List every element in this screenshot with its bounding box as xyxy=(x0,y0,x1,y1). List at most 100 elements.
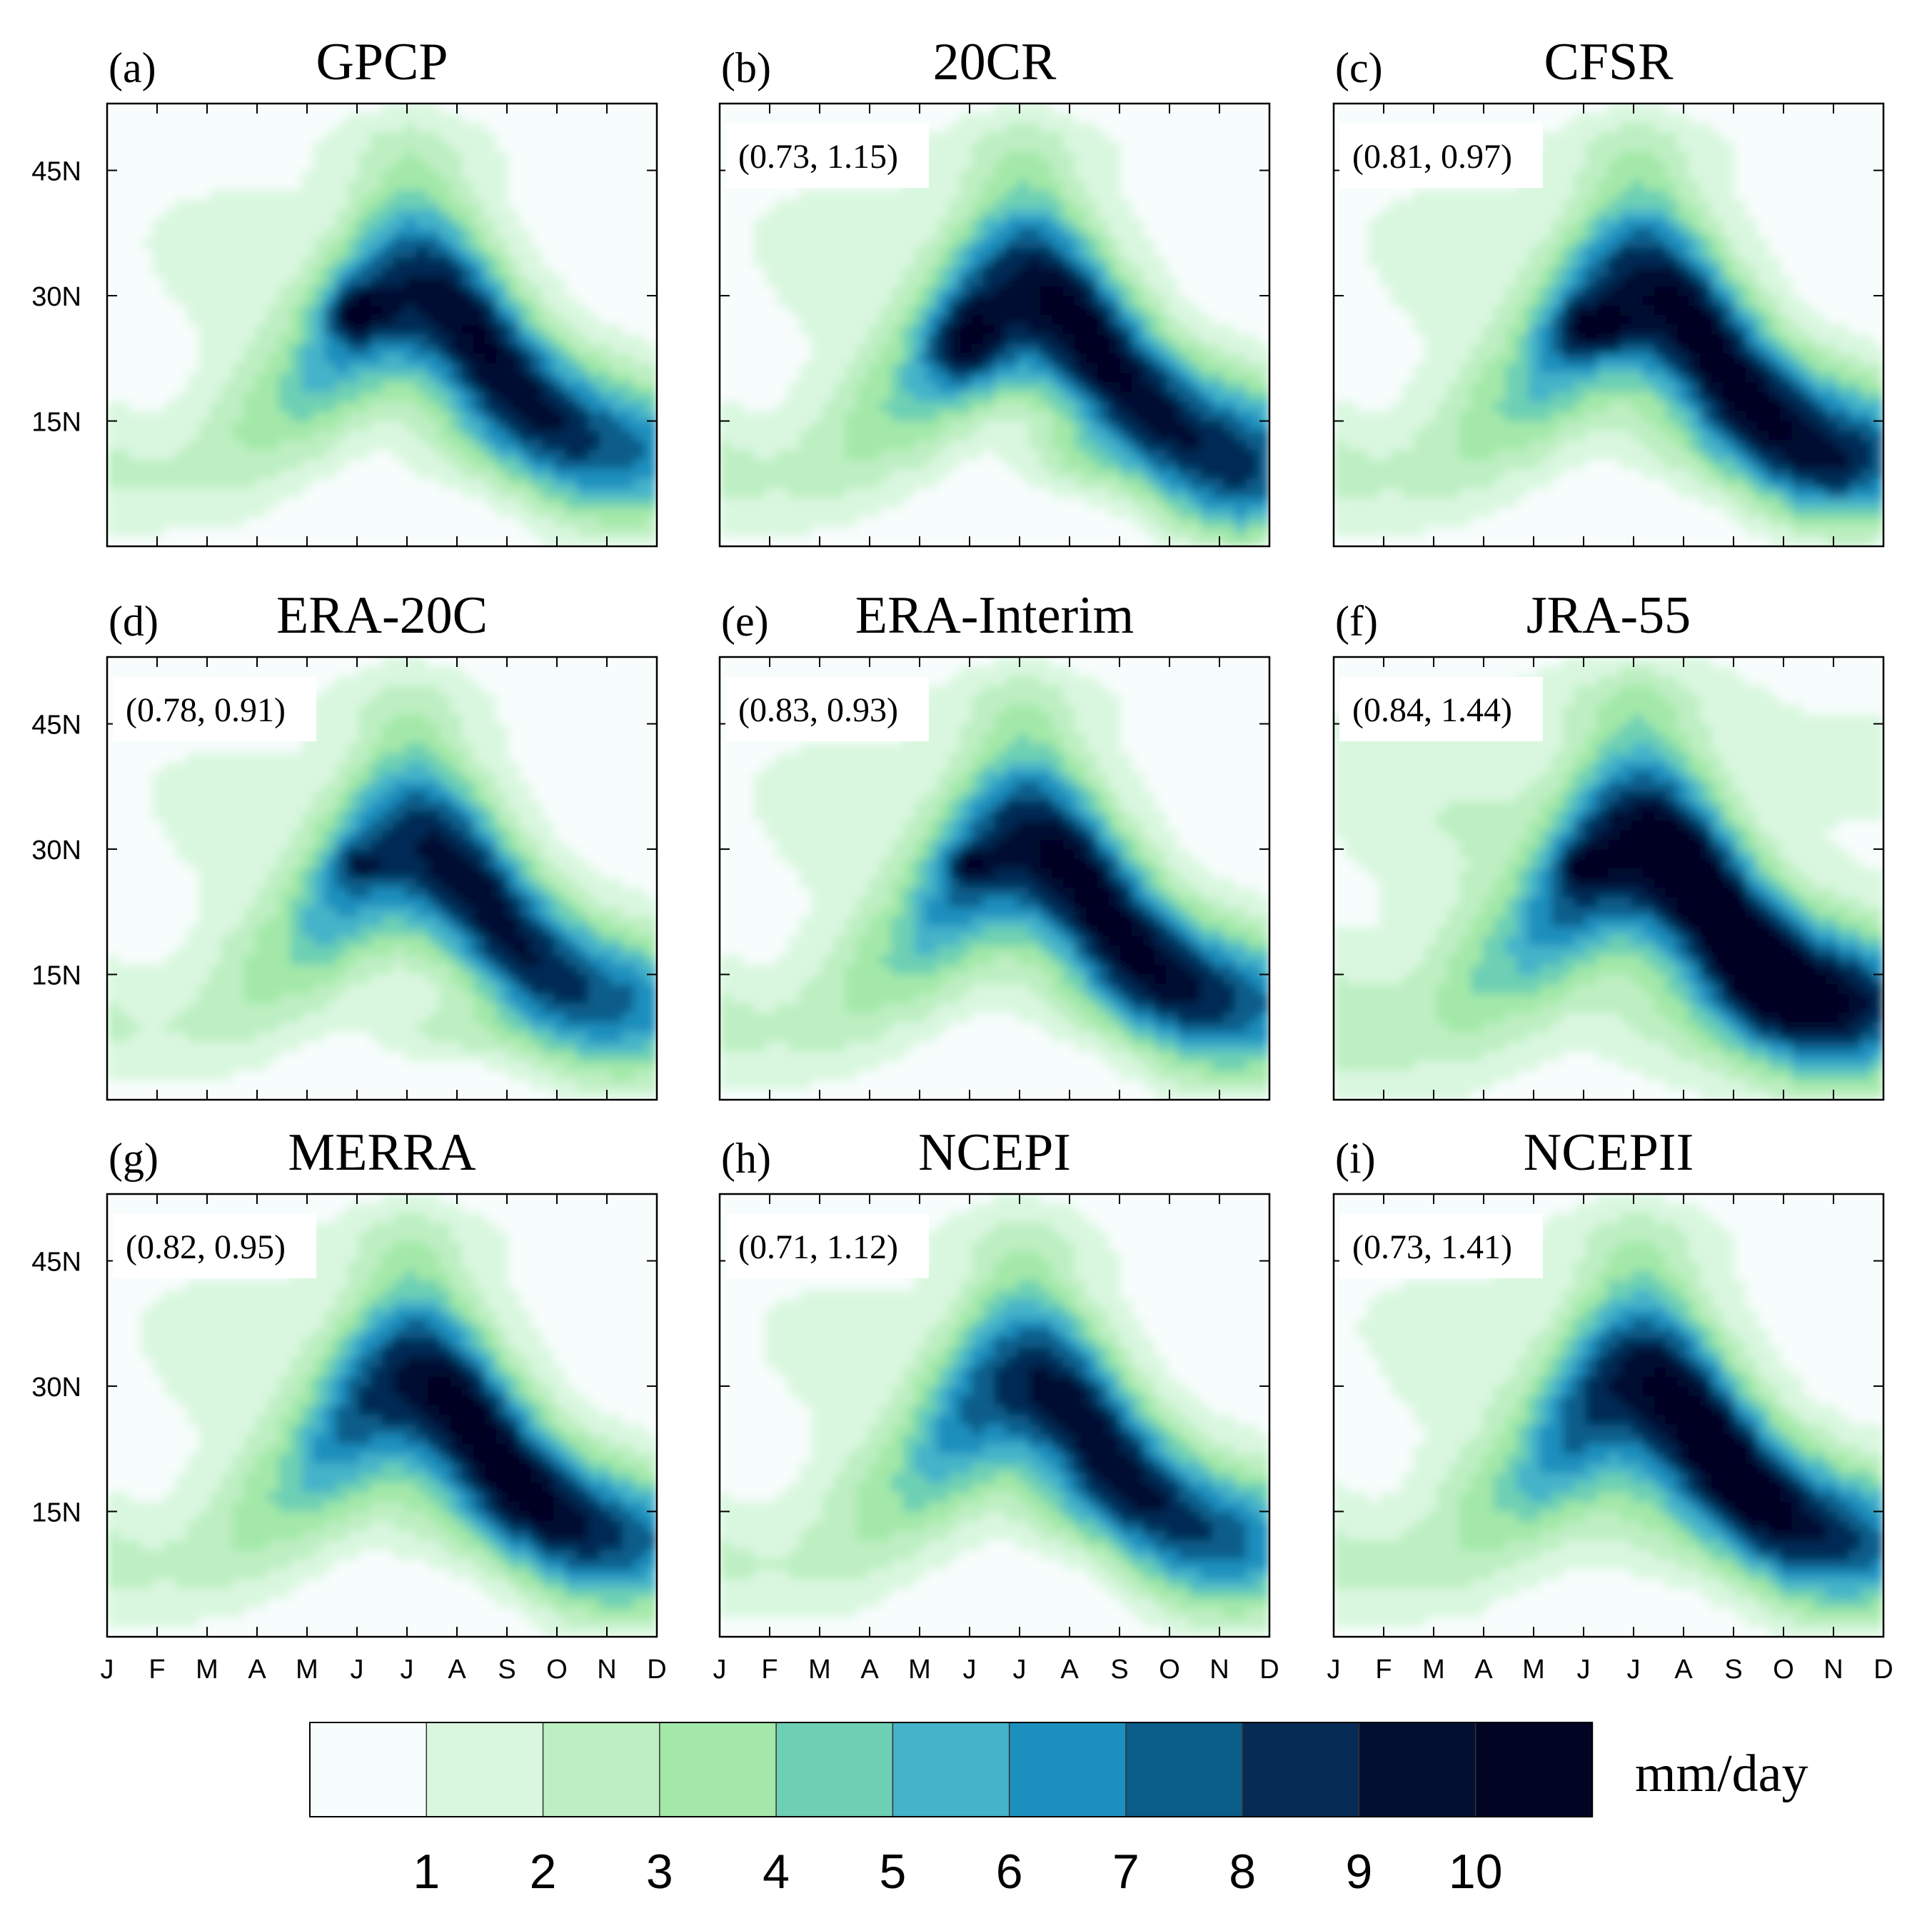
colorbar-tick-label: 2 xyxy=(530,1845,557,1899)
x-tick-label: M xyxy=(196,1655,218,1685)
x-tick-label: M xyxy=(1422,1655,1445,1685)
plot-frame xyxy=(1332,656,1885,1101)
x-tick-label: O xyxy=(1159,1655,1180,1685)
panel-f: (f) JRA-55 (0.84, 1.44) xyxy=(1332,586,1885,1101)
plot-frame xyxy=(718,1193,1271,1638)
plot-frame xyxy=(106,656,658,1101)
annotation-text: (0.73, 1.15) xyxy=(738,138,898,176)
colorbar-segment xyxy=(1242,1722,1360,1817)
y-tick-label: 15N xyxy=(31,408,81,438)
panel-title: ERA-Interim xyxy=(855,586,1134,645)
panel-title: GPCP xyxy=(316,33,448,91)
x-tick-label: J xyxy=(1627,1655,1641,1685)
x-tick-label: J xyxy=(101,1655,114,1685)
colorbar-segment xyxy=(426,1722,544,1817)
x-tick-label: F xyxy=(149,1655,165,1685)
annotation-text: (0.73, 1.41) xyxy=(1352,1228,1512,1266)
colorbar-tick-label: 10 xyxy=(1449,1845,1503,1899)
plot-frame xyxy=(718,656,1271,1101)
annotation-box xyxy=(1339,124,1543,188)
plot-frame xyxy=(106,102,658,548)
panel-label: (d) xyxy=(109,598,159,645)
panel-title: JRA-55 xyxy=(1526,586,1691,645)
colorbar-segment xyxy=(1125,1722,1244,1817)
panel-title: NCEPI xyxy=(918,1123,1071,1182)
heatmap-field xyxy=(107,1194,657,1637)
colorbar-segment xyxy=(892,1722,1010,1817)
y-tick-label: 15N xyxy=(31,1498,81,1528)
colorbar-segment xyxy=(1474,1722,1594,1817)
panel-label: (b) xyxy=(721,44,771,91)
plot-frame xyxy=(1332,1193,1885,1638)
annotation-box xyxy=(1339,1214,1543,1278)
annotation-text: (0.78, 0.91) xyxy=(126,691,286,729)
colorbar-frame xyxy=(309,1722,1593,1817)
x-tick-label: N xyxy=(1823,1655,1843,1685)
x-tick-label: N xyxy=(1209,1655,1229,1685)
annotation-text: (0.71, 1.12) xyxy=(738,1228,898,1266)
y-tick-label: 30N xyxy=(31,282,81,312)
annotation-box xyxy=(113,1214,316,1278)
x-tick-label: J xyxy=(1013,1655,1027,1685)
panel-title: ERA-20C xyxy=(276,586,488,645)
x-tick-label: J xyxy=(1577,1655,1591,1685)
x-tick-label: F xyxy=(1375,1655,1392,1685)
annotation-text: (0.81, 0.97) xyxy=(1352,138,1512,176)
x-tick-label: S xyxy=(1110,1655,1128,1685)
colorbar-tick-label: 7 xyxy=(1112,1845,1139,1899)
y-tick-label: 45N xyxy=(31,711,81,741)
x-tick-label: A xyxy=(1474,1655,1493,1685)
annotation-box xyxy=(113,677,316,741)
annotation-text: (0.82, 0.95) xyxy=(126,1228,286,1266)
panel-d: (d) ERA-20C 45N 30N 15N (0.78, 0.91) xyxy=(31,586,658,1101)
y-tick-label: 30N xyxy=(31,836,81,866)
colorbar-tick-label: 3 xyxy=(646,1845,673,1899)
annotation-box xyxy=(1339,677,1543,741)
colorbar-unit: mm/day xyxy=(1635,1745,1808,1803)
annotation-box xyxy=(725,677,929,741)
y-tick-label: 45N xyxy=(31,1248,81,1278)
x-tick-label: J xyxy=(351,1655,364,1685)
panel-label: (i) xyxy=(1335,1135,1376,1182)
panel-label: (h) xyxy=(721,1135,771,1182)
colorbar-tick-label: 8 xyxy=(1229,1845,1256,1899)
x-tick-label: A xyxy=(1060,1655,1079,1685)
x-tick-label: J xyxy=(401,1655,414,1685)
panel-title: MERRA xyxy=(288,1123,476,1182)
y-tick-label: 15N xyxy=(31,961,81,991)
heatmap-field xyxy=(1334,104,1883,546)
x-tick-label: O xyxy=(546,1655,568,1685)
colorbar-tick-label: 9 xyxy=(1346,1845,1373,1899)
colorbar-segment xyxy=(309,1722,428,1817)
panel-title: CFSR xyxy=(1544,33,1674,91)
plot-frame xyxy=(718,102,1271,548)
plot-frame xyxy=(1332,102,1885,548)
x-tick-label: D xyxy=(647,1655,666,1685)
x-tick-label: M xyxy=(808,1655,831,1685)
y-tick-label: 30N xyxy=(31,1373,81,1403)
x-tick-label: J xyxy=(1327,1655,1341,1685)
panel-label: (a) xyxy=(109,44,156,91)
x-tick-label: A xyxy=(448,1655,466,1685)
x-tick-label: J xyxy=(963,1655,977,1685)
x-tick-label: S xyxy=(498,1655,515,1685)
colorbar-tick-label: 5 xyxy=(879,1845,906,1899)
colorbar-segment xyxy=(1358,1722,1476,1817)
x-tick-label: F xyxy=(761,1655,778,1685)
colorbar-segment xyxy=(659,1722,778,1817)
x-tick-label: M xyxy=(1522,1655,1545,1685)
colorbar-tick-label: 1 xyxy=(413,1845,440,1899)
heatmap-field xyxy=(1334,657,1883,1100)
heatmap-field xyxy=(720,657,1269,1100)
panel-label: (f) xyxy=(1335,598,1378,645)
x-tick-label: A xyxy=(860,1655,879,1685)
annotation-text: (0.83, 0.93) xyxy=(738,691,898,729)
x-tick-label: D xyxy=(1873,1655,1893,1685)
colorbar-tick-label: 4 xyxy=(763,1845,790,1899)
x-tick-label: S xyxy=(1724,1655,1742,1685)
panel-label: (e) xyxy=(721,598,769,645)
panel-e: (e) ERA-Interim (0.83, 0.93) xyxy=(718,586,1271,1101)
